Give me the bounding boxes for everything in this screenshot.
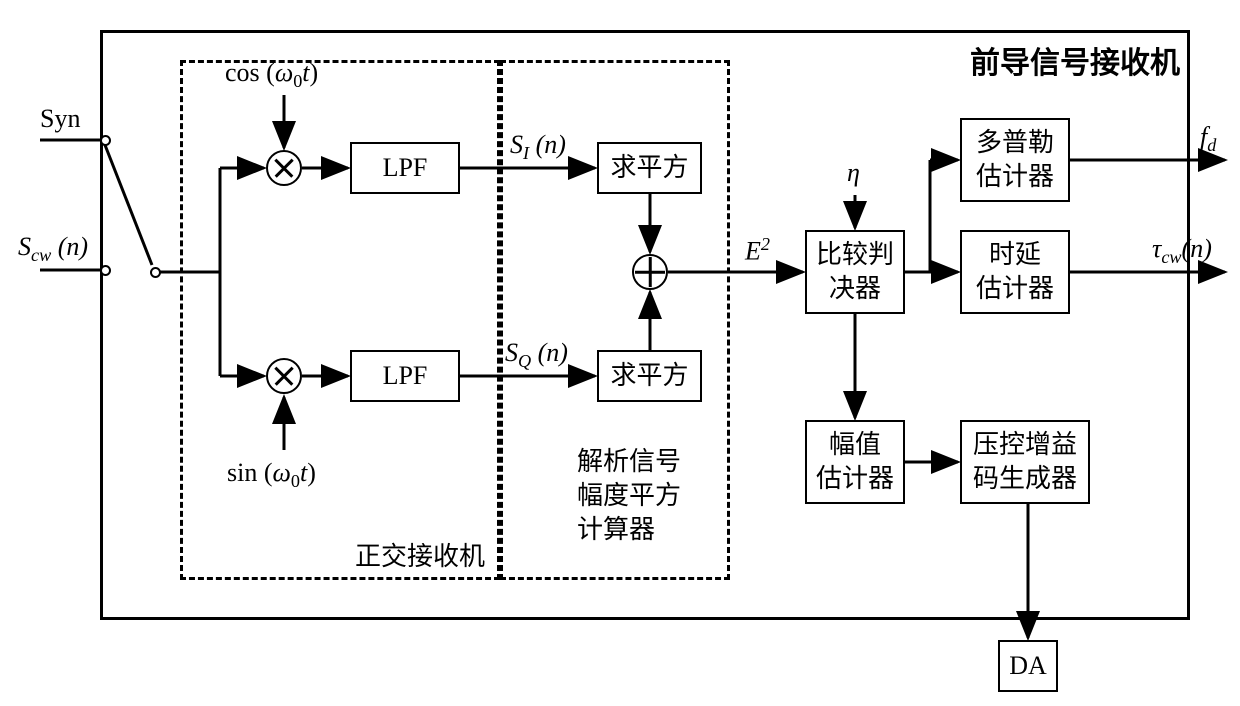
- lpf-lower: LPF: [350, 350, 460, 402]
- square-upper: 求平方: [597, 142, 702, 194]
- analytic-label: 解析信号幅度平方计算器: [577, 445, 681, 546]
- amplitude-label: 幅值估计器: [816, 428, 894, 496]
- doppler-box: 多普勒估计器: [960, 118, 1070, 202]
- fd-label: fd: [1200, 122, 1216, 156]
- lpf-upper: LPF: [350, 142, 460, 194]
- switch-dot-scw: [100, 265, 111, 276]
- diagram-container: LPF LPF 求平方 求平方 比较判决器 多普勒估计器 时延估计器 幅值估计器…: [0, 0, 1240, 706]
- square-lower-label: 求平方: [610, 359, 688, 393]
- lpf-lower-label: LPF: [383, 359, 428, 393]
- adder: [632, 254, 668, 290]
- delay-box: 时延估计器: [960, 230, 1070, 314]
- syn-label: Syn: [40, 104, 80, 134]
- square-upper-label: 求平方: [610, 151, 688, 185]
- eta-label: η: [847, 158, 860, 188]
- title-label: 前导信号接收机: [970, 38, 1180, 82]
- da-box: DA: [998, 640, 1058, 692]
- switch-dot-common: [150, 267, 161, 278]
- comparator-label: 比较判决器: [816, 238, 894, 306]
- quadrature-section: [180, 60, 500, 580]
- doppler-label: 多普勒估计器: [976, 126, 1054, 194]
- delay-label: 时延估计器: [976, 238, 1054, 306]
- sq-label: SQ (n): [505, 338, 568, 372]
- amplitude-box: 幅值估计器: [805, 420, 905, 504]
- gain-label: 压控增益码生成器: [973, 428, 1077, 496]
- square-lower: 求平方: [597, 350, 702, 402]
- da-label: DA: [1009, 649, 1047, 683]
- cos-label: cos (ω0t): [225, 58, 318, 92]
- tau-label: τcw(n): [1152, 234, 1212, 268]
- e2-label: E2: [745, 234, 770, 267]
- mixer-upper: [266, 150, 302, 186]
- quadrature-label: 正交接收机: [355, 540, 485, 574]
- lpf-upper-label: LPF: [383, 151, 428, 185]
- sin-label: sin (ω0t): [227, 458, 316, 492]
- si-label: SI (n): [510, 130, 566, 164]
- mixer-lower: [266, 358, 302, 394]
- comparator-box: 比较判决器: [805, 230, 905, 314]
- scw-label: Scw (n): [18, 232, 88, 266]
- switch-dot-syn: [100, 135, 111, 146]
- gain-box: 压控增益码生成器: [960, 420, 1090, 504]
